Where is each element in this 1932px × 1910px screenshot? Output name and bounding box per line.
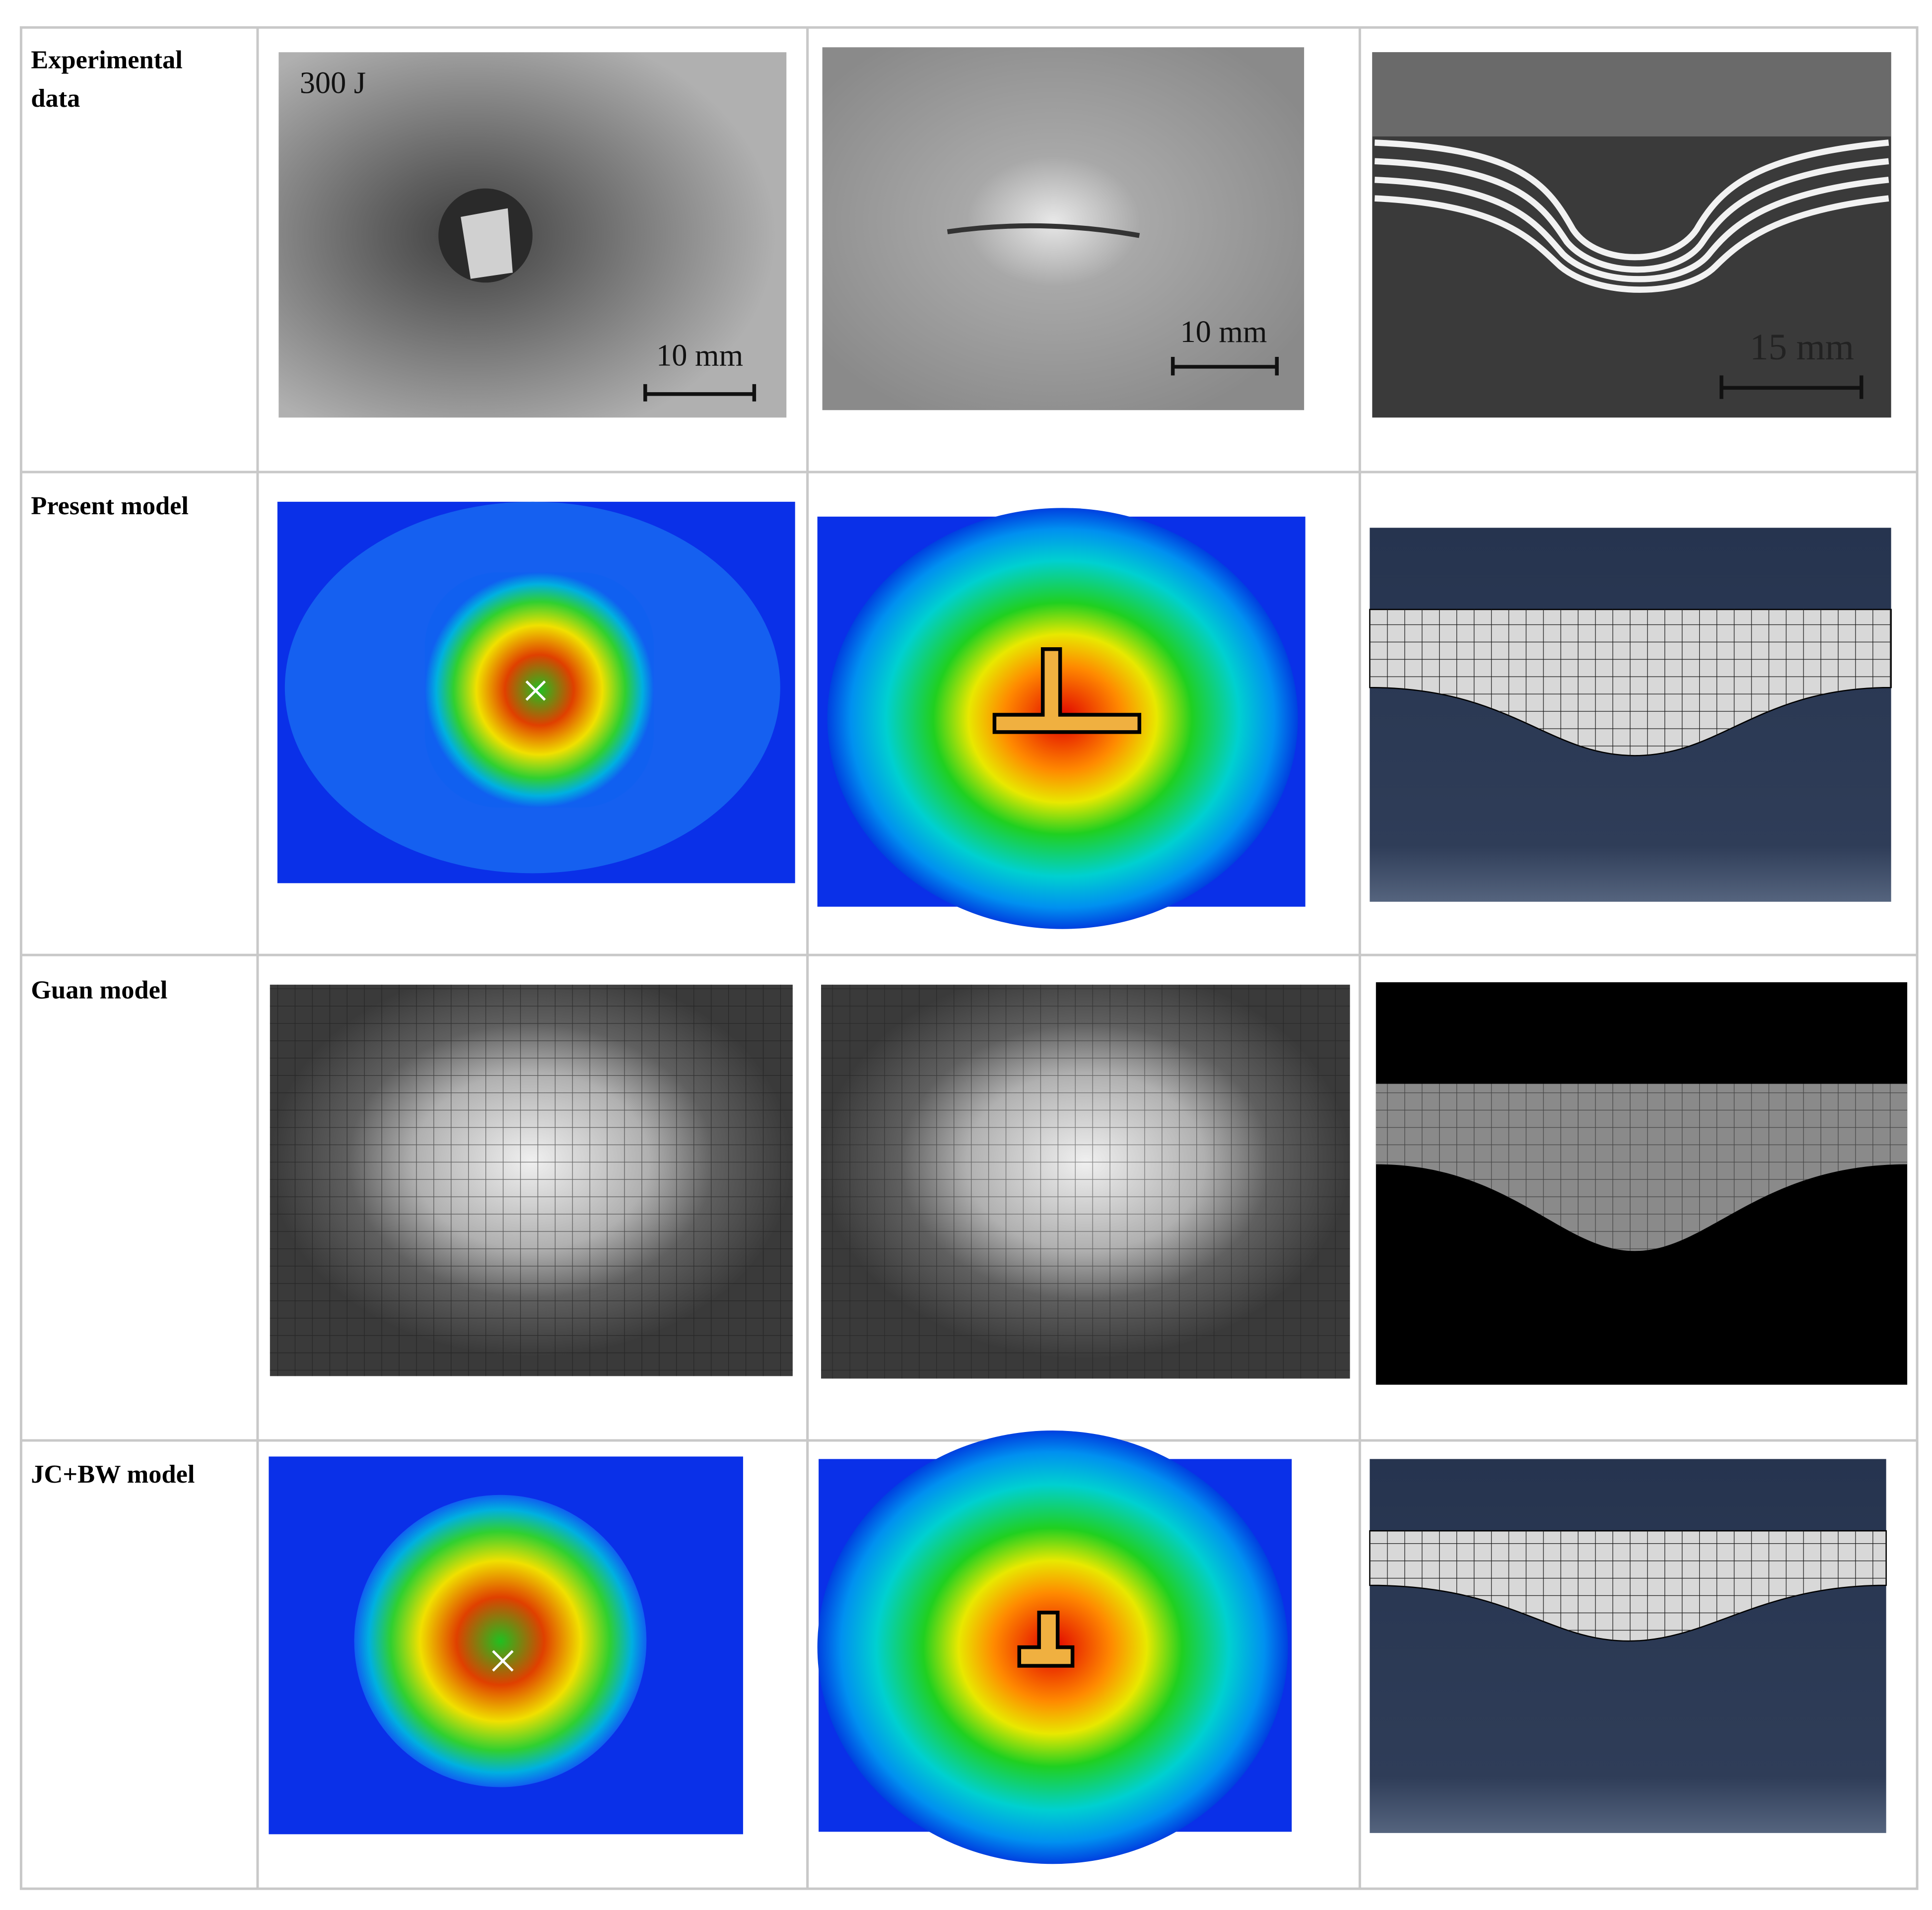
crack-element bbox=[992, 647, 1142, 734]
contour-zone bbox=[354, 1495, 647, 1787]
row-label: Guan model bbox=[31, 975, 167, 1004]
section-background bbox=[1370, 1459, 1886, 1833]
crack-element bbox=[1017, 1611, 1075, 1668]
shape bbox=[1375, 139, 1889, 261]
crack bbox=[947, 223, 1140, 238]
guan-model-front bbox=[270, 984, 793, 1376]
row-label-line: Experimental bbox=[31, 46, 182, 74]
scale-bar bbox=[1171, 356, 1279, 376]
contour-zone bbox=[424, 572, 654, 808]
laminate-layers bbox=[1375, 139, 1889, 293]
guan-model-section bbox=[1376, 982, 1908, 1385]
mesh-lines bbox=[821, 984, 1350, 1379]
present-model-section bbox=[1369, 528, 1892, 902]
guan-model-back bbox=[821, 984, 1350, 1379]
shape bbox=[1375, 158, 1889, 273]
present-model-front bbox=[277, 501, 795, 884]
mesh-lines bbox=[1376, 1084, 1908, 1251]
scale-label: 15 mm bbox=[1750, 327, 1854, 368]
photo-background bbox=[278, 52, 787, 418]
shape bbox=[1375, 195, 1889, 293]
jcbw-model-back bbox=[817, 1431, 1292, 1864]
table-grid bbox=[19, 26, 1919, 1890]
shape bbox=[1375, 176, 1889, 282]
jcbw-model-front bbox=[269, 1456, 743, 1835]
row-label: Present model bbox=[31, 491, 189, 520]
table-border bbox=[19, 26, 1919, 1890]
photo-band bbox=[1372, 52, 1891, 136]
row-label: JC+BW model bbox=[31, 1460, 195, 1489]
scale-label: 10 mm bbox=[656, 338, 743, 372]
row-label: Experimental data bbox=[31, 46, 189, 113]
row-label-line: data bbox=[31, 84, 80, 113]
scale-label: 10 mm bbox=[1180, 315, 1267, 349]
impact-mark bbox=[525, 680, 546, 701]
damage-petal bbox=[461, 208, 513, 279]
mesh-lines bbox=[1370, 609, 1891, 756]
mesh-lines bbox=[270, 984, 793, 1376]
impact-mark bbox=[492, 1650, 514, 1672]
photo-section: 15 mm bbox=[1372, 52, 1891, 418]
scale-bar bbox=[1720, 375, 1863, 399]
photo-crack: 10 mm bbox=[822, 47, 1305, 410]
mesh-lines bbox=[1370, 1531, 1886, 1641]
jcbw-model-section bbox=[1369, 1459, 1887, 1833]
photo-300j: 300 J 10 mm bbox=[278, 52, 787, 418]
present-model-back bbox=[817, 508, 1306, 929]
image-label: 300 J bbox=[300, 66, 366, 100]
scale-bar bbox=[643, 384, 757, 402]
